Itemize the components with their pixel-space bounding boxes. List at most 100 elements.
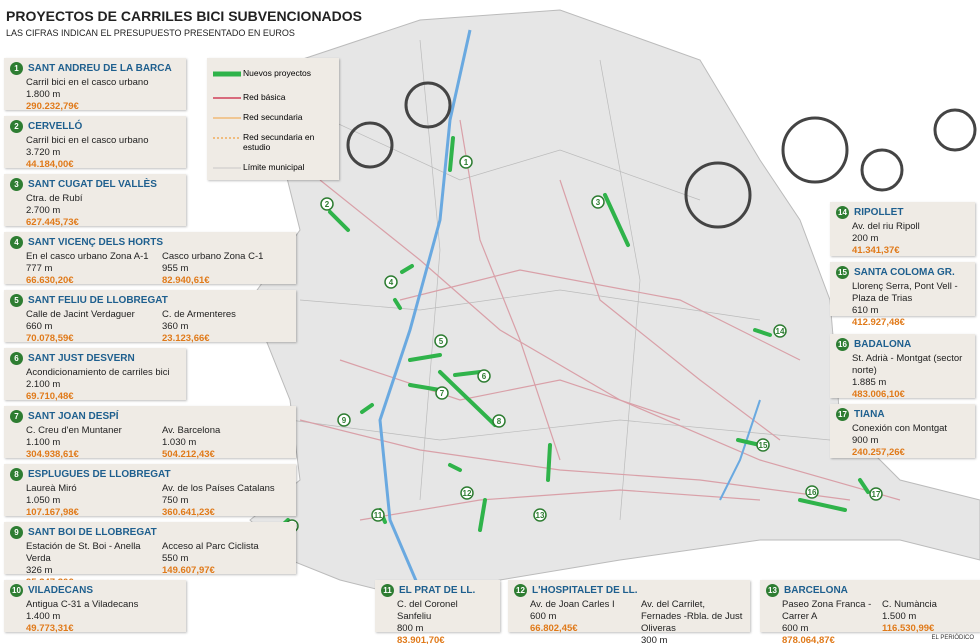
entry-length: 610 m (852, 305, 879, 316)
entry-length: 600 m (530, 611, 557, 622)
entry-budget: 66.630,20€ (26, 275, 74, 286)
project-header: 8 ESPLUGUES DE LLOBREGAT (10, 468, 290, 481)
entry-budget: 107.167,98€ (26, 507, 79, 518)
entry-length: 1.030 m (162, 437, 197, 448)
project-header: 5 SANT FELIU DE LLOBREGAT (10, 294, 290, 307)
project-name: TIANA (854, 408, 885, 420)
entry-budget: 504.212,43€ (162, 449, 215, 460)
project-header: 4 SANT VICENÇ DELS HORTS (10, 236, 290, 249)
map-marker-label: 13 (536, 511, 545, 520)
entries: St. Adrià - Montgat (sector norte) 1.885 … (836, 353, 969, 401)
subtitle: LAS CIFRAS INDICAN EL PRESUPUESTO PRESEN… (6, 28, 295, 38)
project-header: 16 BADALONA (836, 338, 969, 351)
entry-budget: 627.445,73€ (26, 217, 79, 228)
legend-swatch (213, 97, 241, 99)
map-marker-label: 6 (482, 372, 487, 381)
project-box: 9 SANT BOI DE LLOBREGAT Estación de St. Bo… (4, 522, 296, 588)
project-box: 10 VILADECANS Antigua C-31 a Viladecans 1.4… (4, 580, 186, 635)
entry-desc: Estación de St. Boi - Anella Verda (26, 541, 141, 564)
legend-label: Red secundaria en estudio (243, 132, 315, 152)
entry-desc: Av. del riu Ripoll (852, 221, 920, 232)
entry-budget: 240.257,26€ (852, 447, 905, 458)
entry-budget: 49.773,31€ (26, 623, 74, 634)
metro-area (249, 9, 980, 601)
entry-desc: Carril bici en el casco urbano (26, 135, 149, 146)
roads (299, 119, 901, 521)
entry: Casco urbano Zona C-1 955 m 82.940,61€ (162, 251, 290, 287)
entry: Conexión con Montgat 900 m 240.257,26€ (852, 423, 969, 459)
project-number: 3 (10, 178, 23, 191)
entry-desc: Llorenç Serra, Pont Vell -Plaza de Trias (852, 281, 958, 304)
project-name: SANTA COLOMA GR. (854, 266, 955, 278)
legend-swatch (213, 117, 241, 119)
entry-length: 550 m (162, 553, 189, 564)
project-name: SANT FELIU DE LLOBREGAT (28, 294, 168, 306)
entry: Av. del Carrilet, Fernades -Rbla. de Jus… (641, 599, 744, 644)
entry-desc: Av. de Joan Carles I (530, 599, 615, 610)
entry-budget: 66.802,45€ (530, 623, 578, 634)
legend-label: Nuevos proyectos (243, 68, 312, 78)
entries: Carril bici en el casco urbano 3.720 m 44.… (10, 135, 180, 171)
entry-budget: 44.184,00€ (26, 159, 74, 170)
entries: Laureà Miró 1.050 m 107.167,98€ Av. de los … (10, 483, 290, 519)
project-header: 12 L'HOSPITALET DE LL. (514, 584, 744, 597)
project-box: 17 TIANA Conexión con Montgat 900 m 240.257,… (830, 404, 975, 458)
project-name: SANT JOAN DESPÍ (28, 410, 119, 422)
entry-budget: 360.641,23€ (162, 507, 215, 518)
entry-desc: Ctra. de Rubí (26, 193, 83, 204)
municipal-limits (289, 39, 831, 521)
map-marker-label: 11 (374, 511, 383, 520)
entries: Calle de Jacint Verdaguer 660 m 70.078,59€… (10, 309, 290, 345)
project-number: 13 (766, 584, 779, 597)
map-marker-label: 15 (759, 441, 768, 450)
entry-budget: 69.710,48€ (26, 391, 74, 402)
map-marker-label: 7 (440, 389, 445, 398)
project-name: BADALONA (854, 338, 912, 350)
project-number: 12 (514, 584, 527, 597)
entry-length: 1.400 m (26, 611, 61, 622)
entry: Carril bici en el casco urbano 1.800 m 290… (26, 77, 180, 113)
entries: Av. del riu Ripoll 200 m 41.341,37€ (836, 221, 969, 257)
project-header: 10 VILADECANS (10, 584, 180, 597)
project-box: 2 CERVELLÓ Carril bici en el casco urbano 3… (4, 116, 186, 171)
legend-swatch (213, 137, 241, 139)
entry-desc: Conexión con Montgat (852, 423, 948, 434)
entry-length: 2.100 m (26, 379, 61, 390)
entry-desc: Casco urbano Zona C-1 (162, 251, 264, 262)
project-name: RIPOLLET (854, 206, 904, 218)
entry-desc: St. Adrià - Montgat (sector norte) (852, 353, 963, 376)
entry-length: 1.800 m (26, 89, 61, 100)
legend: Nuevos proyectos Red básica Red secundaria… (207, 58, 339, 180)
project-number: 8 (10, 468, 23, 481)
project-header: 15 SANTA COLOMA GR. (836, 266, 969, 279)
entry: Acondicionamiento de carriles bici 2.100 … (26, 367, 180, 403)
project-name: CERVELLÓ (28, 120, 83, 132)
entry-desc: Antigua C-31 a Viladecans (26, 599, 139, 610)
entry-desc: C. del Coronel Sanfeliu (397, 599, 458, 622)
map-marker (434, 334, 448, 348)
entry-length: 1.885 m (852, 377, 887, 388)
map-marker (477, 369, 491, 383)
entry: Ctra. de Rubí 2.700 m 627.445,73€ (26, 193, 180, 229)
entry-budget: 878.064,87€ (782, 635, 835, 644)
entry-budget: 304.938,61€ (26, 449, 79, 460)
project-header: 11 EL PRAT DE LL. (381, 584, 494, 597)
entries: Ctra. de Rubí 2.700 m 627.445,73€ (10, 193, 180, 229)
entry-desc: Acceso al Parc Ciclista (162, 541, 259, 552)
entry-length: 750 m (162, 495, 189, 506)
map-marker-label: 14 (776, 327, 785, 336)
entry-length: 3.720 m (26, 147, 61, 158)
legend-swatch (213, 167, 241, 169)
entries: Paseo Zona Franca - Carrer A 600 m 878.064… (766, 599, 974, 644)
entry-length: 200 m (852, 233, 879, 244)
entry-length: 800 m (397, 623, 424, 634)
entry-budget: 412.927,48€ (852, 317, 905, 328)
legend-label: Red secundaria (243, 112, 303, 122)
map-marker (435, 386, 449, 400)
map-marker-label: 2 (325, 200, 330, 209)
entry: Antigua C-31 a Viladecans 1.400 m 49.773,3… (26, 599, 180, 635)
map-marker (805, 485, 819, 499)
legend-label: Red básica (243, 92, 286, 102)
entry: C. del Coronel Sanfeliu 800 m 83.901,70€ (397, 599, 494, 644)
